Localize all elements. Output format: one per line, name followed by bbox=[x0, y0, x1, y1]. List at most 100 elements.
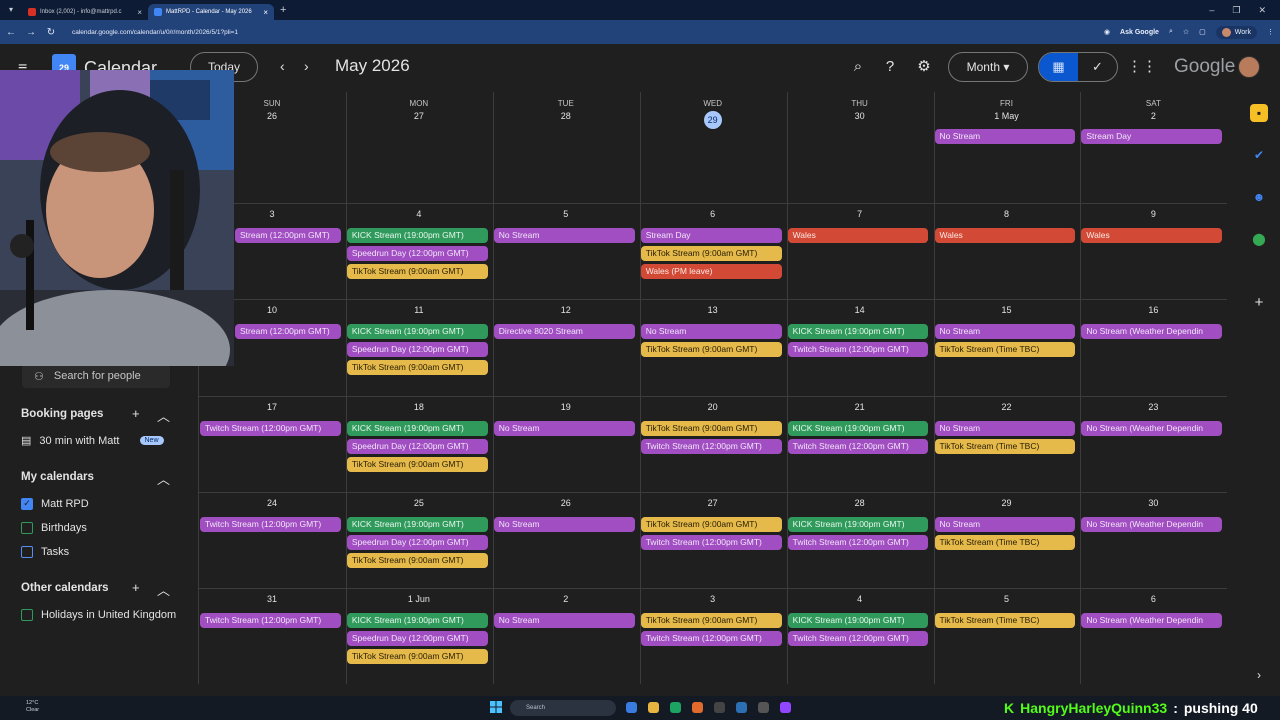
day-number[interactable]: 30 bbox=[1148, 498, 1159, 508]
calendar-event[interactable]: Wales bbox=[787, 228, 929, 243]
booking-item[interactable]: ▤ 30 min with Matt New bbox=[21, 434, 164, 447]
day-number[interactable]: 26 bbox=[266, 111, 277, 121]
tasks-icon[interactable]: ✔ bbox=[1253, 148, 1265, 162]
calendar-event[interactable]: No Stream bbox=[640, 324, 782, 339]
calendar-event[interactable]: Twitch Stream (12:00pm GMT) bbox=[200, 517, 341, 532]
url-field[interactable]: calendar.google.com/calendar/u/0/r/month… bbox=[72, 28, 239, 36]
search-people-input[interactable]: ⚇ Search for people bbox=[22, 364, 170, 388]
day-number[interactable]: 4 bbox=[416, 209, 422, 219]
more-icon[interactable]: ⋮ bbox=[1267, 29, 1274, 36]
day-number[interactable]: 2 bbox=[563, 594, 569, 604]
tab-close-icon[interactable]: × bbox=[137, 7, 142, 17]
calendar-event[interactable]: Twitch Stream (12:00pm GMT) bbox=[640, 535, 782, 550]
calendar-event[interactable]: Speedrun Day (12:00pm GMT) bbox=[346, 342, 488, 357]
day-number[interactable]: 10 bbox=[266, 305, 277, 315]
view-switcher[interactable]: Month ▾ bbox=[948, 52, 1028, 82]
day-number[interactable]: 7 bbox=[857, 209, 863, 219]
app-icon[interactable] bbox=[692, 702, 703, 713]
calendar-event[interactable]: Twitch Stream (12:00pm GMT) bbox=[200, 613, 341, 628]
day-number[interactable]: 5 bbox=[563, 209, 569, 219]
calendar-event[interactable]: TikTok Stream (9:00am GMT) bbox=[640, 613, 782, 628]
day-number[interactable]: 24 bbox=[266, 498, 277, 508]
calendar-event[interactable]: TikTok Stream (9:00am GMT) bbox=[346, 457, 488, 472]
day-number[interactable]: 20 bbox=[707, 402, 718, 412]
day-number[interactable]: 4 bbox=[857, 594, 863, 604]
checkbox-checked-icon[interactable]: ✓ bbox=[21, 498, 33, 510]
day-number[interactable]: 5 bbox=[1003, 594, 1009, 604]
calendar-event[interactable]: No Stream (Weather Dependin bbox=[1081, 421, 1223, 436]
calendar-event[interactable]: KICK Stream (19:00pm GMT) bbox=[346, 228, 488, 243]
maximize-icon[interactable]: ❐ bbox=[1232, 4, 1241, 15]
day-number[interactable]: 19 bbox=[560, 402, 571, 412]
chevron-left-icon[interactable]: ‹ bbox=[280, 58, 285, 74]
calendar-event[interactable]: Twitch Stream (12:00pm GMT) bbox=[787, 631, 929, 646]
calendar-item-birthdays[interactable]: Birthdays bbox=[21, 522, 87, 534]
day-number[interactable]: 31 bbox=[266, 594, 277, 604]
day-number[interactable]: 13 bbox=[707, 305, 718, 315]
calendar-event[interactable]: Twitch Stream (12:00pm GMT) bbox=[200, 421, 341, 436]
minimize-icon[interactable]: – bbox=[1209, 4, 1215, 15]
windows-start-icon[interactable] bbox=[490, 701, 502, 713]
file-explorer-icon[interactable] bbox=[648, 702, 659, 713]
calendar-event[interactable]: No Stream bbox=[934, 129, 1076, 144]
search-icon[interactable]: ⌕ bbox=[853, 58, 863, 75]
day-number[interactable]: 8 bbox=[1003, 209, 1009, 219]
calendar-event[interactable]: KICK Stream (19:00pm GMT) bbox=[787, 613, 929, 628]
calendar-event[interactable]: Stream (12:00pm GMT) bbox=[235, 324, 341, 339]
calendar-event[interactable]: Twitch Stream (12:00pm GMT) bbox=[787, 439, 929, 454]
twitch-icon[interactable] bbox=[780, 702, 791, 713]
calendar-event[interactable]: No Stream (Weather Dependin bbox=[1081, 324, 1223, 339]
day-number[interactable]: 17 bbox=[266, 402, 277, 412]
calendar-event[interactable]: KICK Stream (19:00pm GMT) bbox=[787, 324, 929, 339]
day-number[interactable]: 25 bbox=[413, 498, 424, 508]
copilot-icon[interactable] bbox=[626, 702, 637, 713]
profile-button[interactable]: Work bbox=[1215, 25, 1257, 39]
calendar-event[interactable]: Stream Day bbox=[1081, 129, 1223, 144]
day-number[interactable]: 16 bbox=[1148, 305, 1159, 315]
contacts-icon[interactable]: ☻ bbox=[1252, 190, 1266, 204]
calendar-event[interactable]: KICK Stream (19:00pm GMT) bbox=[787, 421, 929, 436]
tab-search-icon[interactable]: ▾ bbox=[8, 5, 13, 14]
calendar-event[interactable]: Speedrun Day (12:00pm GMT) bbox=[346, 246, 488, 261]
calendar-event[interactable]: No Stream bbox=[493, 228, 635, 243]
maps-icon[interactable]: ⬤ bbox=[1252, 232, 1266, 246]
day-number[interactable]: 15 bbox=[1001, 305, 1012, 315]
day-number[interactable]: 29 bbox=[640, 111, 786, 129]
help-icon[interactable]: ? bbox=[885, 58, 895, 75]
calendar-event[interactable]: No Stream bbox=[493, 421, 635, 436]
calendar-event[interactable]: TikTok Stream (Time TBC) bbox=[934, 613, 1076, 628]
close-window-icon[interactable]: ✕ bbox=[1258, 4, 1266, 15]
calendar-event[interactable]: Twitch Stream (12:00pm GMT) bbox=[787, 535, 929, 550]
apps-grid-icon[interactable]: ⋮⋮ bbox=[1127, 58, 1157, 75]
account-avatar[interactable] bbox=[1238, 56, 1260, 78]
keep-icon[interactable]: ▪ bbox=[1250, 104, 1268, 122]
tab-close-icon[interactable]: × bbox=[263, 7, 268, 17]
calendar-event[interactable]: KICK Stream (19:00pm GMT) bbox=[787, 517, 929, 532]
day-number[interactable]: 9 bbox=[1150, 209, 1156, 219]
checkbox-icon[interactable] bbox=[21, 546, 33, 558]
calendar-event[interactable]: TikTok Stream (9:00am GMT) bbox=[346, 649, 488, 664]
steam-icon[interactable] bbox=[736, 702, 747, 713]
day-number[interactable]: 23 bbox=[1148, 402, 1159, 412]
calendar-event[interactable]: Speedrun Day (12:00pm GMT) bbox=[346, 631, 488, 646]
gear-icon[interactable]: ⚙ bbox=[917, 58, 931, 75]
calendar-event[interactable]: No Stream bbox=[934, 324, 1076, 339]
calendar-event[interactable]: TikTok Stream (9:00am GMT) bbox=[640, 342, 782, 357]
calendar-event[interactable]: TikTok Stream (Time TBC) bbox=[934, 439, 1076, 454]
checkbox-icon[interactable] bbox=[21, 522, 33, 534]
calendar-event[interactable]: KICK Stream (19:00pm GMT) bbox=[346, 324, 488, 339]
day-number[interactable]: 18 bbox=[413, 402, 424, 412]
ask-google-button[interactable]: Ask Google bbox=[1120, 28, 1159, 36]
chrome-icon[interactable] bbox=[670, 702, 681, 713]
day-number[interactable]: 22 bbox=[1001, 402, 1012, 412]
calendar-event[interactable]: Stream (12:00pm GMT) bbox=[235, 228, 341, 243]
tab-inbox[interactable]: Inbox (2,002) - info@mattrpd.c × bbox=[22, 4, 148, 20]
calendar-event[interactable]: TikTok Stream (9:00am GMT) bbox=[640, 421, 782, 436]
calendar-event[interactable]: Twitch Stream (12:00pm GMT) bbox=[640, 439, 782, 454]
day-number[interactable]: 28 bbox=[854, 498, 865, 508]
calendar-event[interactable]: TikTok Stream (9:00am GMT) bbox=[346, 553, 488, 568]
day-number[interactable]: 3 bbox=[269, 209, 275, 219]
add-addon-icon[interactable]: + bbox=[1254, 294, 1264, 311]
day-number[interactable]: 21 bbox=[854, 402, 865, 412]
calendar-item-holidays[interactable]: Holidays in United Kingdom bbox=[21, 609, 176, 621]
